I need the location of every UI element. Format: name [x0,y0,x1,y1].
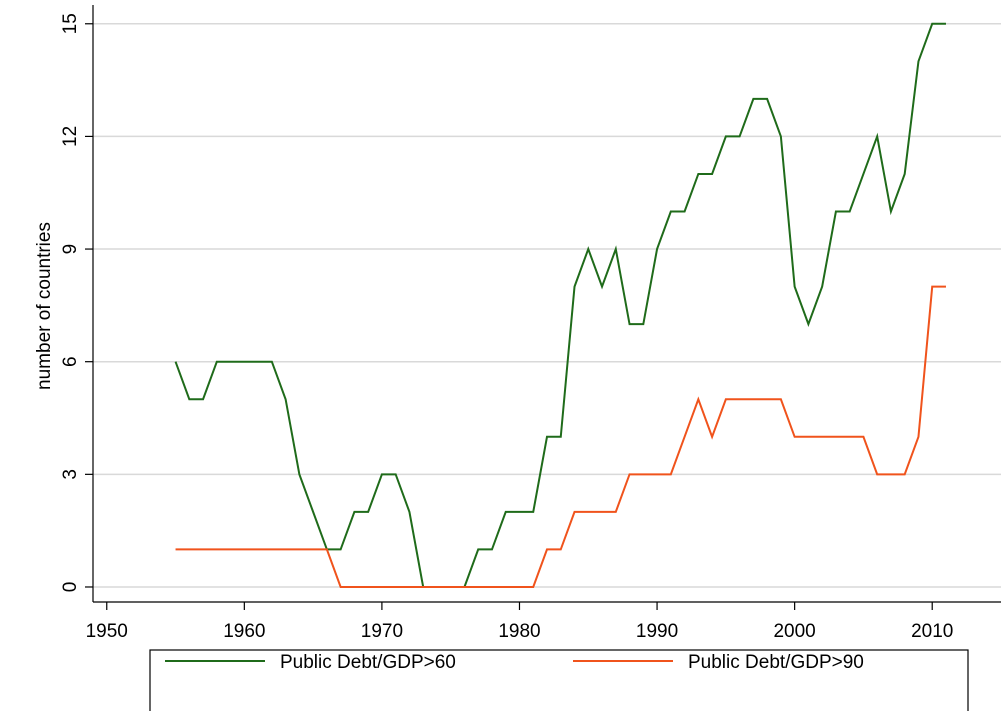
y-axis-label: number of countries [34,222,55,390]
series-line [175,285,946,588]
x-tick-label: 1980 [498,621,540,642]
y-tick-label: 6 [60,356,81,367]
x-tick-label: 2000 [773,621,815,642]
y-tick-label: 9 [60,244,81,255]
legend-label: Public Debt/GDP>90 [688,652,864,673]
x-tick-label: 1950 [86,621,128,642]
x-tick-label: 1990 [636,621,678,642]
legend-label: Public Debt/GDP>60 [280,652,456,673]
x-tick-label: 2010 [911,621,953,642]
series-line [174,22,946,588]
y-tick-label: 3 [60,469,81,480]
x-tick-label: 1970 [361,621,403,642]
y-tick-label: 15 [60,13,81,34]
y-tick-label: 0 [60,582,81,593]
x-tick-label: 1960 [223,621,265,642]
y-tick-label: 12 [60,126,81,147]
legend-box [149,649,969,711]
